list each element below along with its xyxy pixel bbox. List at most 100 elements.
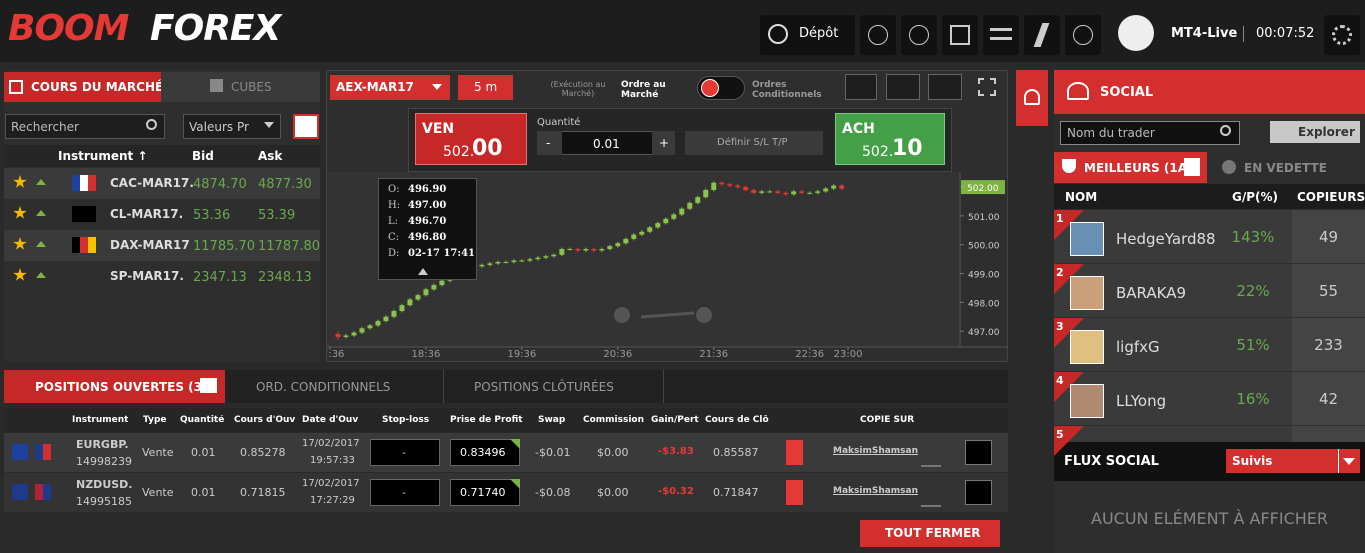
icon <box>909 25 929 45</box>
trader-gain: 16% <box>1236 390 1270 408</box>
zoom-out[interactable] <box>614 307 630 323</box>
candle-body <box>647 227 653 232</box>
avatar[interactable] <box>1118 15 1154 51</box>
buy-button[interactable] <box>835 113 945 165</box>
candle-body <box>495 262 501 264</box>
list-icon <box>200 378 217 393</box>
sell-price-main: 502. <box>443 144 475 160</box>
candle-body <box>783 192 789 195</box>
session-timer: 00:07:52 <box>1256 26 1315 41</box>
flash-button[interactable] <box>1024 15 1060 55</box>
candle-body <box>591 249 597 251</box>
flag-stripe <box>88 175 96 191</box>
swap: -$0.01 <box>535 446 571 459</box>
buy-price-main: 502. <box>862 144 894 160</box>
y-tick-label: 499.00 <box>968 271 1000 281</box>
candle-body <box>519 260 525 262</box>
close-button[interactable] <box>786 440 803 465</box>
candle-body <box>439 280 445 286</box>
symbol-select[interactable] <box>330 75 450 100</box>
candle-body <box>639 231 645 235</box>
chat-button[interactable] <box>860 15 896 55</box>
market-row[interactable] <box>4 261 320 292</box>
instrument: NZDUSD. <box>76 478 133 491</box>
close-all-label: TOUT FERMER <box>885 526 981 540</box>
positions-tab-active[interactable] <box>4 370 225 403</box>
feed-filter[interactable] <box>1226 449 1360 473</box>
flag-stripe <box>35 484 43 500</box>
explore-button[interactable] <box>1270 121 1360 143</box>
candles-button[interactable] <box>845 74 877 100</box>
rank: 3 <box>1056 320 1064 333</box>
copiers-cell <box>1292 426 1365 442</box>
info-button[interactable] <box>965 440 992 465</box>
bid: 11785.70 <box>193 239 256 254</box>
candle-body <box>719 182 725 185</box>
timeframe-select[interactable] <box>458 75 513 100</box>
tooltip-row: H: 497.00 <box>388 200 467 216</box>
featured-tab-label[interactable]: EN VEDETTE <box>1244 161 1327 175</box>
close-all-button[interactable] <box>860 520 1000 547</box>
draw-button[interactable] <box>928 74 962 100</box>
flag-stripe <box>88 206 96 222</box>
sell-price-pips: 00 <box>472 136 503 161</box>
take-profit-input[interactable] <box>450 439 520 466</box>
feed-empty: AUCUN ELÉMENT À AFFICHER <box>1091 509 1328 528</box>
stop-loss-input[interactable] <box>370 439 440 466</box>
flag-stripe <box>43 484 51 500</box>
sltp-button[interactable] <box>685 131 823 155</box>
candle-body <box>791 191 797 195</box>
order-toggle[interactable] <box>697 76 745 100</box>
calendar-button[interactable] <box>942 15 978 55</box>
search-icon <box>1220 125 1231 136</box>
close-button[interactable] <box>786 480 803 505</box>
trader-search[interactable] <box>1060 121 1240 145</box>
candle-body <box>431 285 437 290</box>
trader-row[interactable] <box>1054 426 1365 442</box>
best-tab-label: MEILLEURS (1A) <box>1084 161 1193 175</box>
search-icon <box>146 119 157 130</box>
candle-body <box>743 187 749 190</box>
market-row[interactable] <box>4 168 320 199</box>
candle-body <box>583 249 589 251</box>
expand-button[interactable] <box>978 78 996 96</box>
market-column: Instrument ↑ <box>58 149 148 163</box>
grid-icon <box>9 80 23 94</box>
minus-button[interactable] <box>537 131 562 155</box>
tooltip-value: 497.00 <box>408 200 447 211</box>
info-button[interactable] <box>965 480 992 505</box>
tooltip-key: C: <box>388 232 400 243</box>
market-tab-label: COURS DU MARCHÉ <box>31 80 164 94</box>
plus-button[interactable] <box>652 131 675 155</box>
positions-column: Instrument <box>72 415 129 425</box>
market-row[interactable] <box>4 199 320 230</box>
social-toggle[interactable] <box>1016 70 1048 126</box>
sell-button[interactable] <box>415 113 527 165</box>
market-row[interactable] <box>4 230 320 261</box>
closed-tab-label[interactable]: POSITIONS CLÔTURÉES <box>474 380 614 394</box>
open-date: 17/02/2017 <box>302 438 360 449</box>
conditional-tab-label[interactable]: ORD. CONDITIONNELS <box>256 380 391 394</box>
settings-button[interactable] <box>1324 15 1360 55</box>
stop-loss: - <box>402 446 406 459</box>
best-tab[interactable] <box>1054 152 1207 183</box>
candle-body <box>375 321 381 326</box>
market-tab-active[interactable] <box>4 72 161 102</box>
academy-button[interactable] <box>983 15 1019 55</box>
trend-up <box>36 179 46 185</box>
add-button[interactable] <box>1065 15 1101 55</box>
list-toggle[interactable] <box>293 114 319 139</box>
line-button[interactable] <box>886 74 920 100</box>
zoom-in[interactable] <box>696 307 712 323</box>
speed-button[interactable] <box>901 15 937 55</box>
flag-stripe <box>80 206 88 222</box>
search-input[interactable] <box>5 114 165 139</box>
icon <box>990 28 1012 40</box>
take-profit-input[interactable] <box>450 479 520 506</box>
cubes-tab[interactable] <box>161 72 320 102</box>
candle-body <box>607 246 613 250</box>
stop-loss-input[interactable] <box>370 479 440 506</box>
market-column: Ask <box>258 149 283 163</box>
instrument: SP-MAR17. <box>110 269 184 283</box>
flag-stripe <box>20 484 28 500</box>
